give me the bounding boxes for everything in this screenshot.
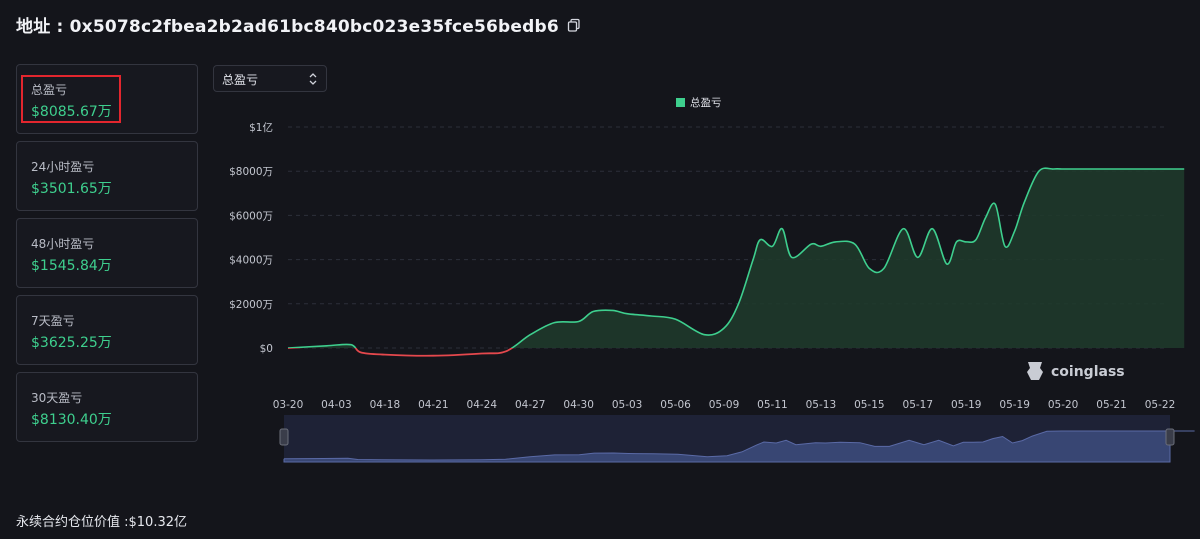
pnl-line-positive: [287, 167, 1185, 348]
position-value-footer: 永续合约仓位价值 :$10.32亿: [16, 515, 187, 530]
chevron-up-down-icon: [309, 73, 317, 85]
metric-select-value: 总盈亏: [222, 73, 259, 87]
navigator-right-handle[interactable]: [1165, 428, 1175, 446]
stat-card-30d-pnl[interactable]: 30天盈亏 $8130.40万: [16, 372, 198, 442]
x-tick-label: 04-30: [563, 399, 594, 411]
coinglass-logo-icon: [1027, 362, 1043, 380]
x-tick-label: 04-24: [467, 399, 498, 411]
y-tick-label: $6000万: [229, 210, 273, 222]
stat-value: $3501.65万: [31, 181, 112, 197]
stat-value: $3625.25万: [31, 335, 112, 351]
y-tick-label: $2000万: [229, 299, 273, 311]
x-tick-label: 05-20: [1048, 399, 1079, 411]
x-tick-label: 05-19: [951, 399, 982, 411]
x-tick-label: 04-03: [321, 399, 352, 411]
x-tick-label: 04-27: [515, 399, 546, 411]
stat-label: 30天盈亏: [31, 391, 83, 405]
stat-value: $8085.67万: [31, 104, 112, 120]
legend-label[interactable]: 总盈亏: [690, 96, 722, 109]
watermark-text: coinglass: [1051, 364, 1125, 380]
x-tick-label: 05-09: [709, 399, 740, 411]
stat-label: 48小时盈亏: [31, 237, 95, 251]
stat-value: $1545.84万: [31, 258, 112, 274]
x-tick-label: 04-21: [418, 399, 449, 411]
y-tick-label: $8000万: [229, 166, 273, 178]
navigator-left-handle[interactable]: [279, 428, 289, 446]
address-title: 地址 : 0x5078c2fbea2b2ad61bc840bc023e35fce…: [16, 17, 559, 37]
x-tick-label: 03-20: [273, 399, 304, 411]
stat-card-24h-pnl[interactable]: 24小时盈亏 $3501.65万: [16, 141, 198, 211]
stat-label: 24小时盈亏: [31, 160, 95, 174]
stat-card-48h-pnl[interactable]: 48小时盈亏 $1545.84万: [16, 218, 198, 288]
stat-card-7d-pnl[interactable]: 7天盈亏 $3625.25万: [16, 295, 198, 365]
stat-label: 7天盈亏: [31, 314, 75, 328]
x-tick-label: 05-21: [1096, 399, 1127, 411]
metric-select[interactable]: 总盈亏: [213, 65, 327, 92]
pnl-stat-list: 总盈亏 $8085.67万 24小时盈亏 $3501.65万 48小时盈亏 $1…: [16, 64, 198, 449]
legend-swatch[interactable]: [676, 98, 685, 107]
stat-value: $8130.40万: [31, 412, 112, 428]
x-tick-label: 05-11: [757, 399, 788, 411]
x-tick-label: 05-19: [999, 399, 1030, 411]
y-tick-label: $1亿: [249, 121, 273, 134]
watermark: coinglass: [1027, 362, 1125, 380]
x-tick-label: 04-18: [370, 399, 401, 411]
x-tick-label: 05-17: [903, 399, 934, 411]
x-tick-label: 05-06: [660, 399, 691, 411]
stat-label: 总盈亏: [31, 83, 68, 97]
navigator-series: [283, 430, 1195, 463]
copy-icon[interactable]: [567, 18, 581, 32]
x-tick-label: 05-03: [612, 399, 643, 411]
time-navigator[interactable]: [279, 415, 1195, 463]
y-tick-label: $4000万: [229, 255, 273, 267]
pnl-area-fill: [288, 168, 1185, 348]
stat-card-total-pnl[interactable]: 总盈亏 $8085.67万: [16, 64, 198, 134]
x-tick-label: 05-22: [1145, 399, 1176, 411]
x-tick-label: 05-15: [854, 399, 885, 411]
address-header: 地址 : 0x5078c2fbea2b2ad61bc840bc023e35fce…: [16, 12, 581, 37]
x-tick-label: 05-13: [806, 399, 837, 411]
y-tick-label: $0: [260, 343, 273, 355]
